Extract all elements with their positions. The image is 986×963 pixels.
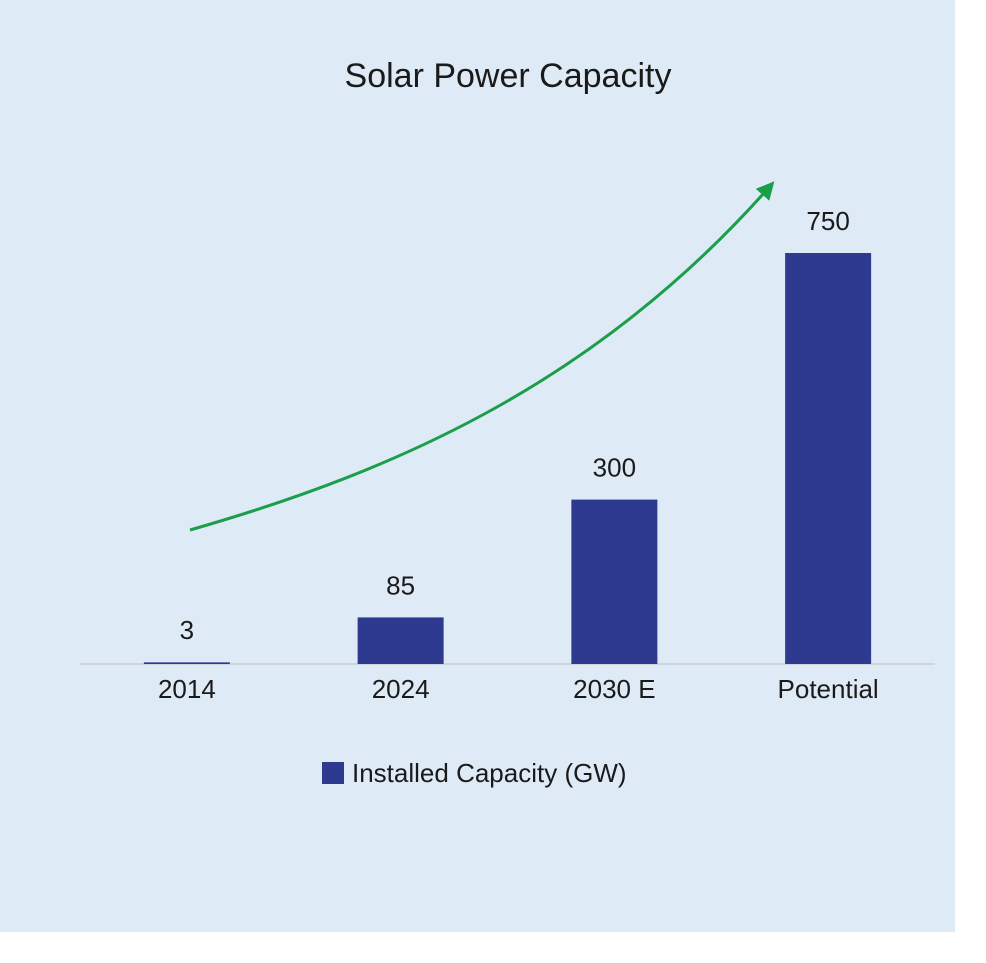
x-tick-label: 2030 E — [573, 674, 655, 704]
chart-title: Solar Power Capacity — [345, 57, 672, 95]
data-label: 300 — [593, 452, 636, 482]
data-label: 750 — [806, 206, 849, 236]
x-tick-label: 2024 — [372, 674, 430, 704]
x-tick-label: Potential — [778, 674, 879, 704]
data-label: 3 — [180, 615, 194, 645]
bar — [143, 662, 230, 664]
x-tick-label: 2014 — [158, 674, 216, 704]
legend-swatch — [322, 762, 344, 784]
bar — [357, 617, 444, 664]
data-label: 85 — [386, 570, 415, 600]
legend-label: Installed Capacity (GW) — [352, 758, 627, 788]
bar — [785, 253, 872, 664]
bar — [571, 499, 658, 664]
growth-arrow — [189, 181, 775, 532]
